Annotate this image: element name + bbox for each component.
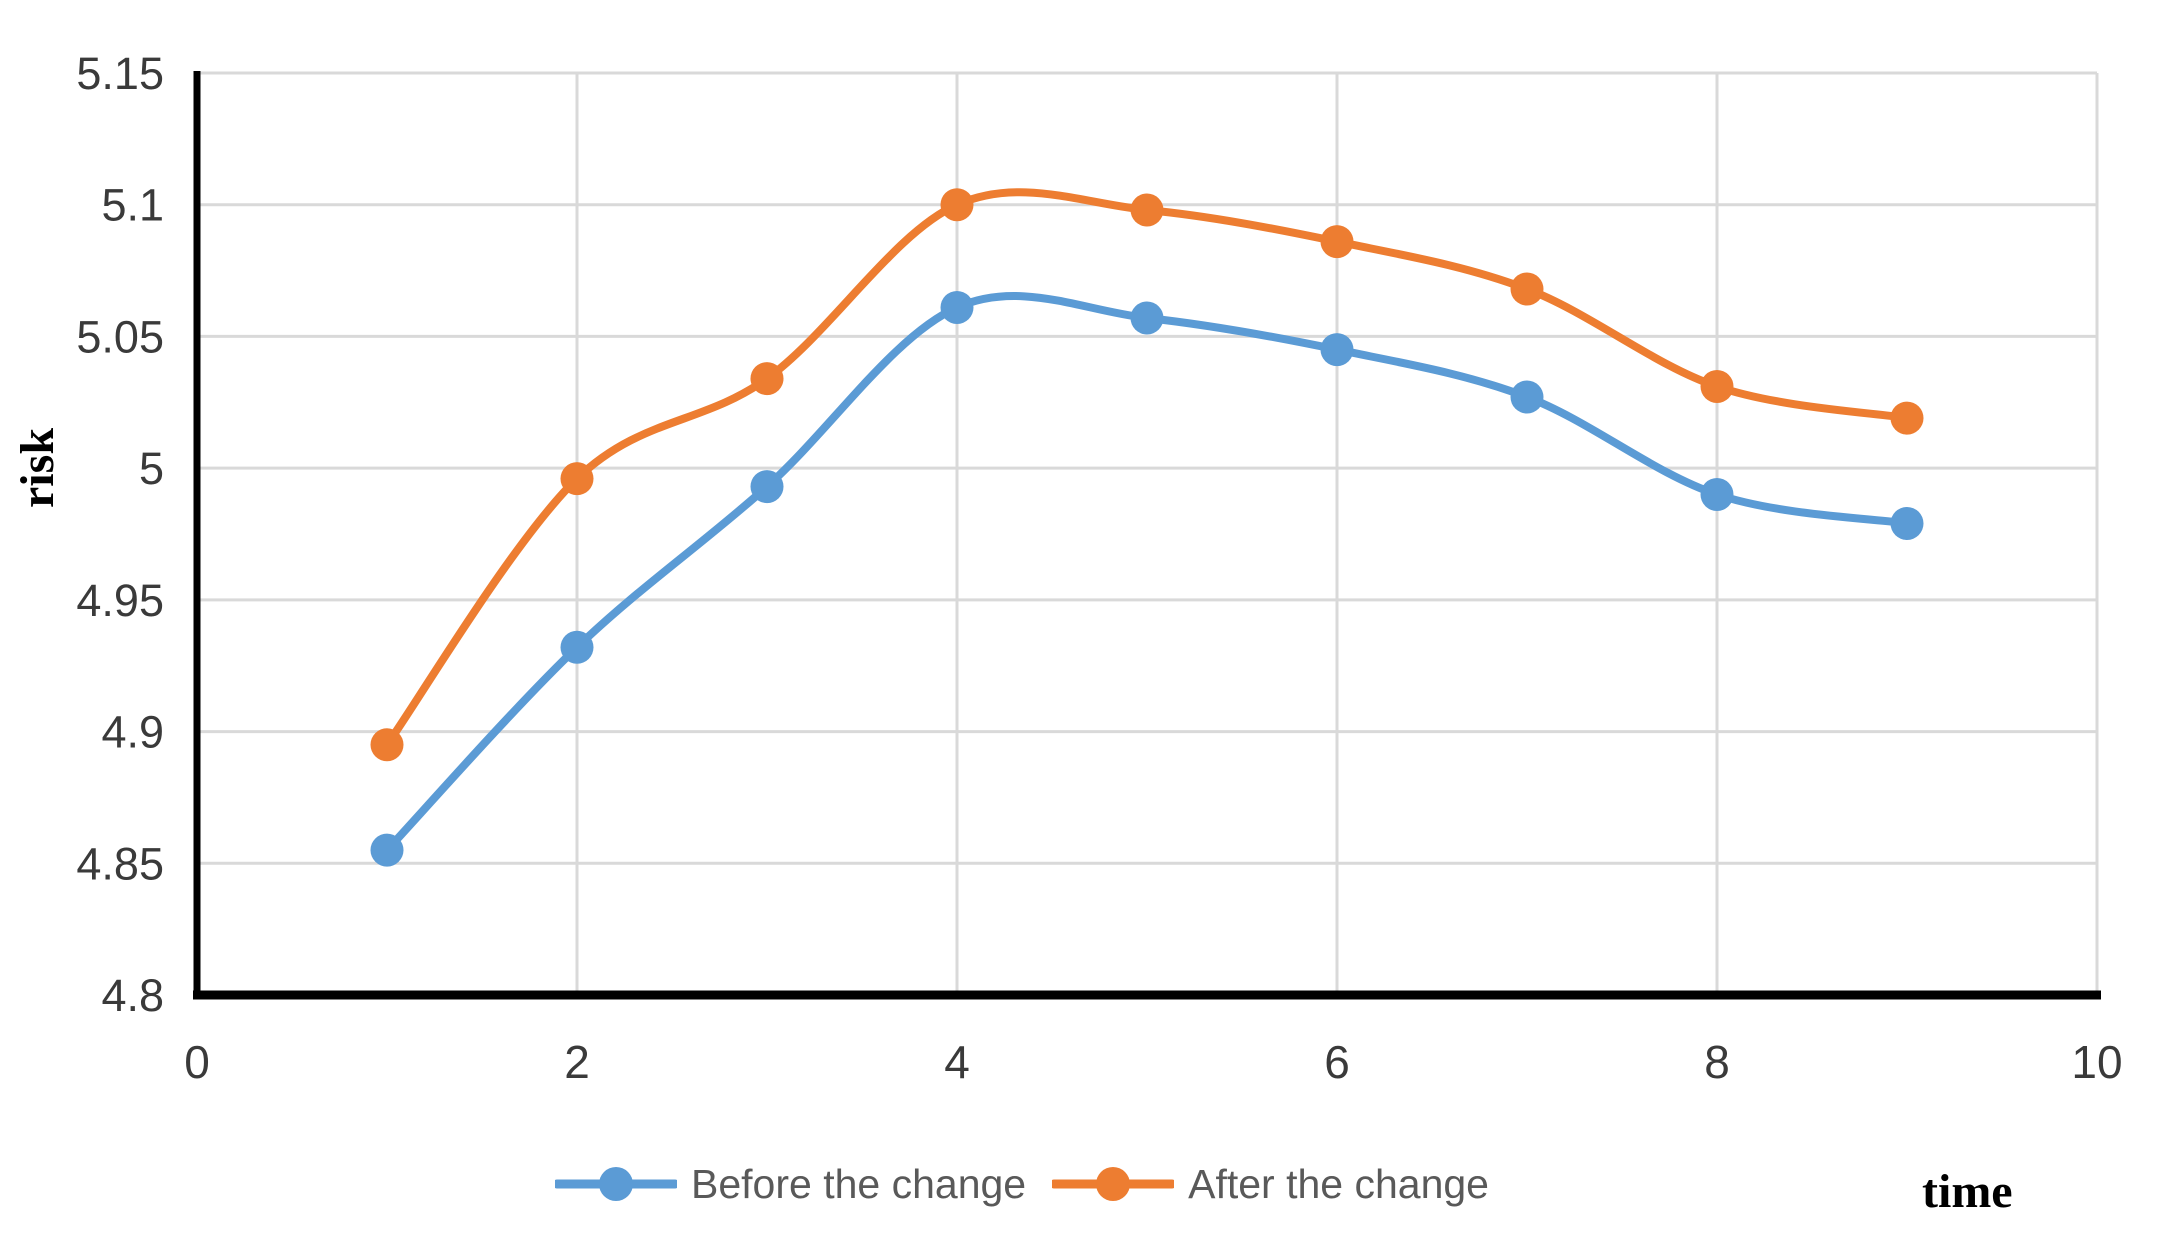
y-tick-label: 4.95 <box>76 575 164 626</box>
series-marker-0 <box>1130 301 1164 335</box>
legend-label-after: After the change <box>1188 1160 1489 1207</box>
series-marker-1 <box>1890 401 1924 435</box>
y-tick-label: 4.85 <box>76 838 164 889</box>
series-marker-1 <box>940 188 974 222</box>
series-marker-0 <box>1700 477 1734 511</box>
legend-label-before: Before the change <box>691 1160 1027 1207</box>
y-tick-label: 5 <box>139 443 164 494</box>
legend-line-marker-icon <box>555 1167 678 1201</box>
series-marker-0 <box>370 833 404 867</box>
series-marker-0 <box>940 290 974 324</box>
x-tick-label: 8 <box>1704 1036 1730 1088</box>
series-marker-1 <box>1700 369 1734 403</box>
series-marker-1 <box>1510 272 1544 306</box>
series-marker-0 <box>1320 333 1354 367</box>
series-marker-1 <box>750 362 784 396</box>
legend-item-before: Before the change <box>555 1161 1026 1208</box>
series-marker-1 <box>1320 225 1354 259</box>
y-tick-label: 5.05 <box>76 311 164 362</box>
y-tick-label: 4.9 <box>101 707 164 758</box>
y-tick-label: 4.8 <box>101 970 164 1021</box>
y-tick-label: 5.15 <box>76 48 164 99</box>
y-tick-label: 5.1 <box>101 180 164 231</box>
x-tick-label: 10 <box>2071 1036 2122 1088</box>
series-marker-1 <box>1130 193 1164 227</box>
legend: Before the change After the change <box>0 1150 2044 1218</box>
series-line-0 <box>383 292 1911 855</box>
series-marker-1 <box>370 728 404 762</box>
series-marker-0 <box>560 630 594 664</box>
y-axis-title: risk <box>11 428 64 509</box>
legend-line-marker-icon <box>1052 1167 1175 1201</box>
x-tick-label: 4 <box>944 1036 970 1088</box>
series-marker-0 <box>1510 380 1544 414</box>
series-marker-1 <box>560 462 594 496</box>
x-tick-label: 2 <box>564 1036 590 1088</box>
x-tick-label: 0 <box>184 1036 210 1088</box>
series-line-1 <box>383 188 1911 749</box>
series-marker-0 <box>750 470 784 504</box>
series-marker-0 <box>1890 506 1924 540</box>
legend-item-after: After the change <box>1052 1161 1489 1208</box>
x-tick-label: 6 <box>1324 1036 1350 1088</box>
x-axis-title: time <box>1922 1165 2013 1218</box>
